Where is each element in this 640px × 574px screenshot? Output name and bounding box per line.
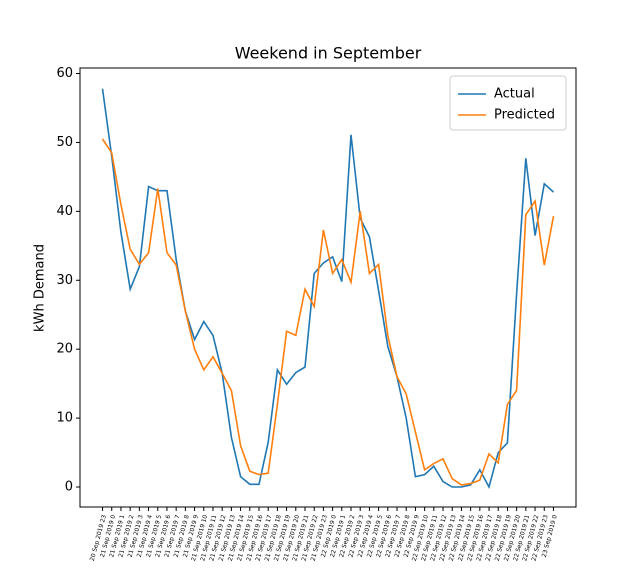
data-line [101, 138, 555, 486]
legend-box [449, 75, 567, 131]
y-tick-label: 20 [56, 342, 73, 357]
legend-label: Actual [494, 87, 535, 102]
y-tick-label: 40 [56, 204, 73, 219]
plot-frame [79, 67, 577, 508]
y-tick-label: 10 [56, 411, 73, 426]
y-tick-label: 30 [56, 273, 73, 288]
legend-label: Predicted [494, 108, 555, 123]
chart-title: Weekend in September [235, 44, 422, 63]
y-tick-label: 0 [65, 480, 73, 495]
y-tick-label: 50 [56, 135, 73, 150]
y-tick-label: 60 [56, 66, 73, 81]
y-axis-label: kWh Demand [33, 244, 48, 332]
data-line [101, 88, 555, 490]
